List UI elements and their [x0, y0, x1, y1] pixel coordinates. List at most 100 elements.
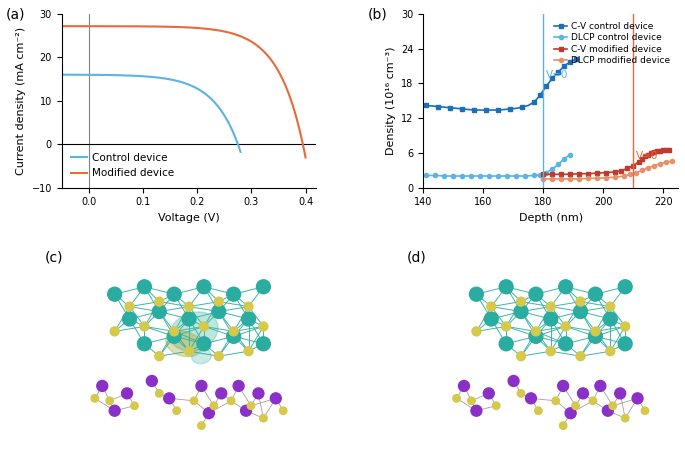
C-V modified device	[584, 171, 593, 176]
Line: C-V control device: C-V control device	[424, 57, 578, 112]
C-V control device	[569, 58, 577, 63]
C-V control device	[452, 105, 460, 111]
Circle shape	[197, 337, 211, 351]
Circle shape	[271, 393, 282, 404]
C-V control device	[488, 107, 497, 113]
X-axis label: Depth (nm): Depth (nm)	[519, 213, 583, 223]
Circle shape	[227, 329, 240, 344]
Text: (c): (c)	[45, 250, 64, 264]
Circle shape	[152, 305, 166, 319]
C-V modified device	[641, 154, 649, 159]
Circle shape	[577, 388, 588, 399]
DLCP modified device	[638, 168, 646, 173]
Control device	[204, 94, 212, 99]
C-V control device	[539, 88, 547, 93]
Circle shape	[641, 407, 649, 415]
C-V control device	[470, 107, 478, 113]
Circle shape	[559, 280, 573, 294]
Circle shape	[227, 397, 235, 404]
Circle shape	[253, 388, 264, 399]
Ellipse shape	[192, 349, 211, 364]
Circle shape	[216, 388, 227, 399]
Circle shape	[210, 402, 218, 410]
Circle shape	[576, 297, 585, 306]
Circle shape	[561, 322, 570, 331]
Circle shape	[184, 347, 193, 356]
C-V control device	[524, 102, 532, 108]
DLCP control device	[530, 173, 538, 178]
DLCP control device	[449, 173, 458, 179]
DLCP modified device	[626, 171, 634, 177]
C-V control device	[533, 95, 541, 101]
Line: C-V modified device: C-V modified device	[541, 148, 671, 176]
C-V modified device	[638, 156, 646, 161]
Circle shape	[547, 302, 556, 311]
C-V control device	[560, 63, 569, 69]
C-V control device	[458, 106, 466, 112]
Legend: C-V control device, DLCP control device, C-V modified device, DLCP modified devi: C-V control device, DLCP control device,…	[550, 19, 673, 68]
Legend: Control device, Modified device: Control device, Modified device	[67, 149, 178, 183]
C-V control device	[548, 75, 556, 81]
Circle shape	[123, 312, 136, 326]
C-V control device	[557, 66, 565, 72]
C-V modified device	[653, 148, 661, 154]
C-V modified device	[635, 159, 643, 164]
Control device	[164, 76, 172, 82]
Circle shape	[532, 327, 540, 336]
DLCP control device	[560, 156, 569, 161]
C-V control device	[563, 61, 571, 66]
C-V modified device	[623, 166, 632, 171]
Circle shape	[632, 393, 643, 404]
C-V modified device	[575, 171, 584, 176]
C-V modified device	[656, 148, 664, 154]
Ellipse shape	[166, 331, 202, 357]
C-V control device	[530, 99, 538, 105]
Circle shape	[484, 388, 495, 399]
Control device	[232, 137, 240, 143]
Circle shape	[110, 327, 119, 336]
Circle shape	[535, 407, 542, 415]
Circle shape	[155, 390, 163, 397]
Circle shape	[576, 352, 585, 361]
Circle shape	[529, 287, 543, 301]
Circle shape	[122, 388, 132, 399]
Modified device	[173, 24, 182, 30]
Circle shape	[499, 337, 513, 351]
C-V modified device	[611, 169, 619, 175]
Circle shape	[184, 302, 193, 311]
C-V control device	[545, 80, 553, 85]
Circle shape	[244, 302, 253, 311]
C-V control device	[434, 104, 443, 110]
Circle shape	[214, 297, 223, 306]
C-V control device	[572, 56, 580, 62]
C-V control device	[494, 107, 502, 113]
C-V modified device	[662, 147, 670, 153]
Circle shape	[468, 397, 475, 404]
X-axis label: Voltage (V): Voltage (V)	[158, 213, 220, 223]
Text: (a): (a)	[5, 7, 25, 21]
DLCP control device	[521, 173, 530, 179]
Circle shape	[212, 305, 226, 319]
DLCP control device	[422, 173, 430, 178]
Circle shape	[606, 347, 614, 356]
DLCP modified device	[656, 161, 664, 167]
Circle shape	[472, 327, 481, 336]
Circle shape	[516, 352, 525, 361]
Circle shape	[591, 327, 600, 336]
Circle shape	[618, 280, 632, 294]
C-V modified device	[602, 170, 610, 176]
Circle shape	[247, 402, 255, 410]
Circle shape	[147, 375, 158, 387]
Circle shape	[525, 393, 536, 404]
Line: DLCP modified device: DLCP modified device	[541, 159, 674, 181]
Circle shape	[588, 329, 602, 344]
Modified device	[301, 155, 310, 161]
Control device	[142, 73, 151, 79]
Circle shape	[621, 322, 630, 331]
C-V control device	[482, 107, 490, 113]
Circle shape	[97, 380, 108, 391]
Circle shape	[516, 297, 525, 306]
DLCP modified device	[548, 176, 556, 182]
C-V control device	[518, 104, 526, 110]
DLCP modified device	[611, 175, 619, 180]
